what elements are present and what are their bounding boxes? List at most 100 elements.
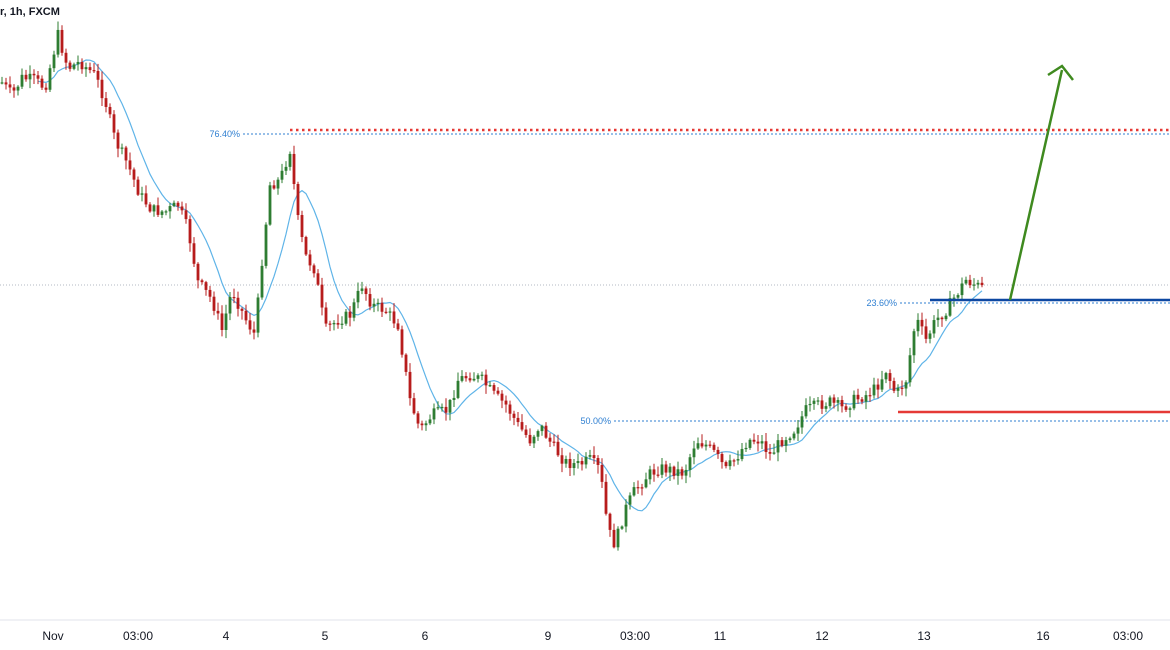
candle-body (768, 452, 772, 454)
candle-body (976, 282, 980, 285)
candle-body (348, 311, 352, 318)
candle (872, 377, 876, 399)
candle (208, 285, 212, 303)
candle (796, 420, 800, 442)
candle (304, 235, 308, 256)
candle (328, 320, 332, 332)
candle-body (880, 379, 884, 390)
candle (680, 466, 684, 480)
candle (104, 91, 108, 113)
candle (916, 313, 920, 337)
candle-body (32, 73, 36, 76)
candle-body (452, 397, 456, 401)
candle (568, 452, 572, 476)
candle (448, 398, 452, 421)
candle (712, 442, 716, 453)
candle-body (972, 284, 976, 286)
candle (160, 210, 164, 219)
candle-body (748, 439, 752, 448)
candle-body (196, 263, 200, 281)
candle-body (224, 313, 228, 330)
candle-body (108, 106, 112, 115)
candle (112, 110, 116, 140)
candle-body (928, 333, 932, 339)
candle-body (112, 114, 116, 133)
x-tick-label: 9 (545, 629, 552, 643)
candle-body (84, 67, 88, 70)
candle (268, 181, 272, 226)
x-tick-label: 11 (714, 629, 727, 643)
candle-body (868, 395, 872, 397)
candle-body (572, 463, 576, 469)
candle-body (568, 458, 572, 469)
candle (52, 50, 56, 72)
candle-body (260, 265, 264, 298)
candle (772, 443, 776, 455)
candle-body (912, 331, 916, 356)
candle (288, 151, 292, 171)
candle (44, 83, 48, 93)
candle (376, 298, 380, 312)
candle (80, 58, 84, 74)
candle-body (344, 311, 348, 324)
candle (500, 390, 504, 409)
candle-body (656, 474, 660, 476)
candle (400, 325, 404, 358)
candle-body (536, 431, 540, 437)
candle-body (652, 469, 656, 475)
candle-body (172, 202, 176, 207)
candle (224, 304, 228, 339)
candle (384, 307, 388, 315)
candle (232, 288, 236, 304)
candle-body (784, 440, 788, 446)
candle (512, 410, 516, 426)
candle (528, 428, 532, 446)
candle-body (608, 513, 612, 530)
candle-body (924, 326, 928, 339)
candle (736, 450, 740, 465)
candle (452, 390, 456, 408)
candle-body (644, 479, 648, 488)
candle (392, 303, 396, 329)
candle-body (484, 374, 488, 386)
candle (976, 279, 980, 289)
candle (340, 316, 344, 329)
candle (968, 274, 972, 289)
candle-body (828, 397, 832, 407)
candle (972, 278, 976, 291)
candle (236, 291, 240, 317)
candle-body (888, 373, 892, 381)
candle (724, 460, 728, 469)
candle (572, 458, 576, 476)
candle-body (332, 322, 336, 325)
candle (600, 458, 604, 488)
candle-body (692, 448, 696, 458)
candle-body (696, 443, 700, 449)
candle-body (968, 279, 972, 286)
candle (828, 395, 832, 409)
candle-body (920, 319, 924, 327)
candle (140, 186, 144, 202)
candle (756, 434, 760, 452)
candle (192, 237, 196, 267)
candle (708, 440, 712, 448)
up-arrow (1008, 64, 1074, 301)
candle-body (96, 70, 100, 80)
candle-body (432, 408, 436, 420)
chart-header: r, 1h, FXCM (0, 6, 60, 18)
candle-body (164, 211, 168, 213)
candle (860, 396, 864, 405)
candle-body (76, 61, 80, 65)
candle (672, 465, 676, 480)
candle (532, 434, 536, 448)
candle (604, 474, 608, 516)
candle (32, 69, 36, 84)
candle-body (212, 296, 216, 311)
candle (68, 60, 72, 72)
candle-body (492, 385, 496, 391)
candle (0, 76, 4, 85)
candle-body (628, 495, 632, 505)
candle (244, 304, 248, 325)
candle-body (340, 323, 344, 325)
